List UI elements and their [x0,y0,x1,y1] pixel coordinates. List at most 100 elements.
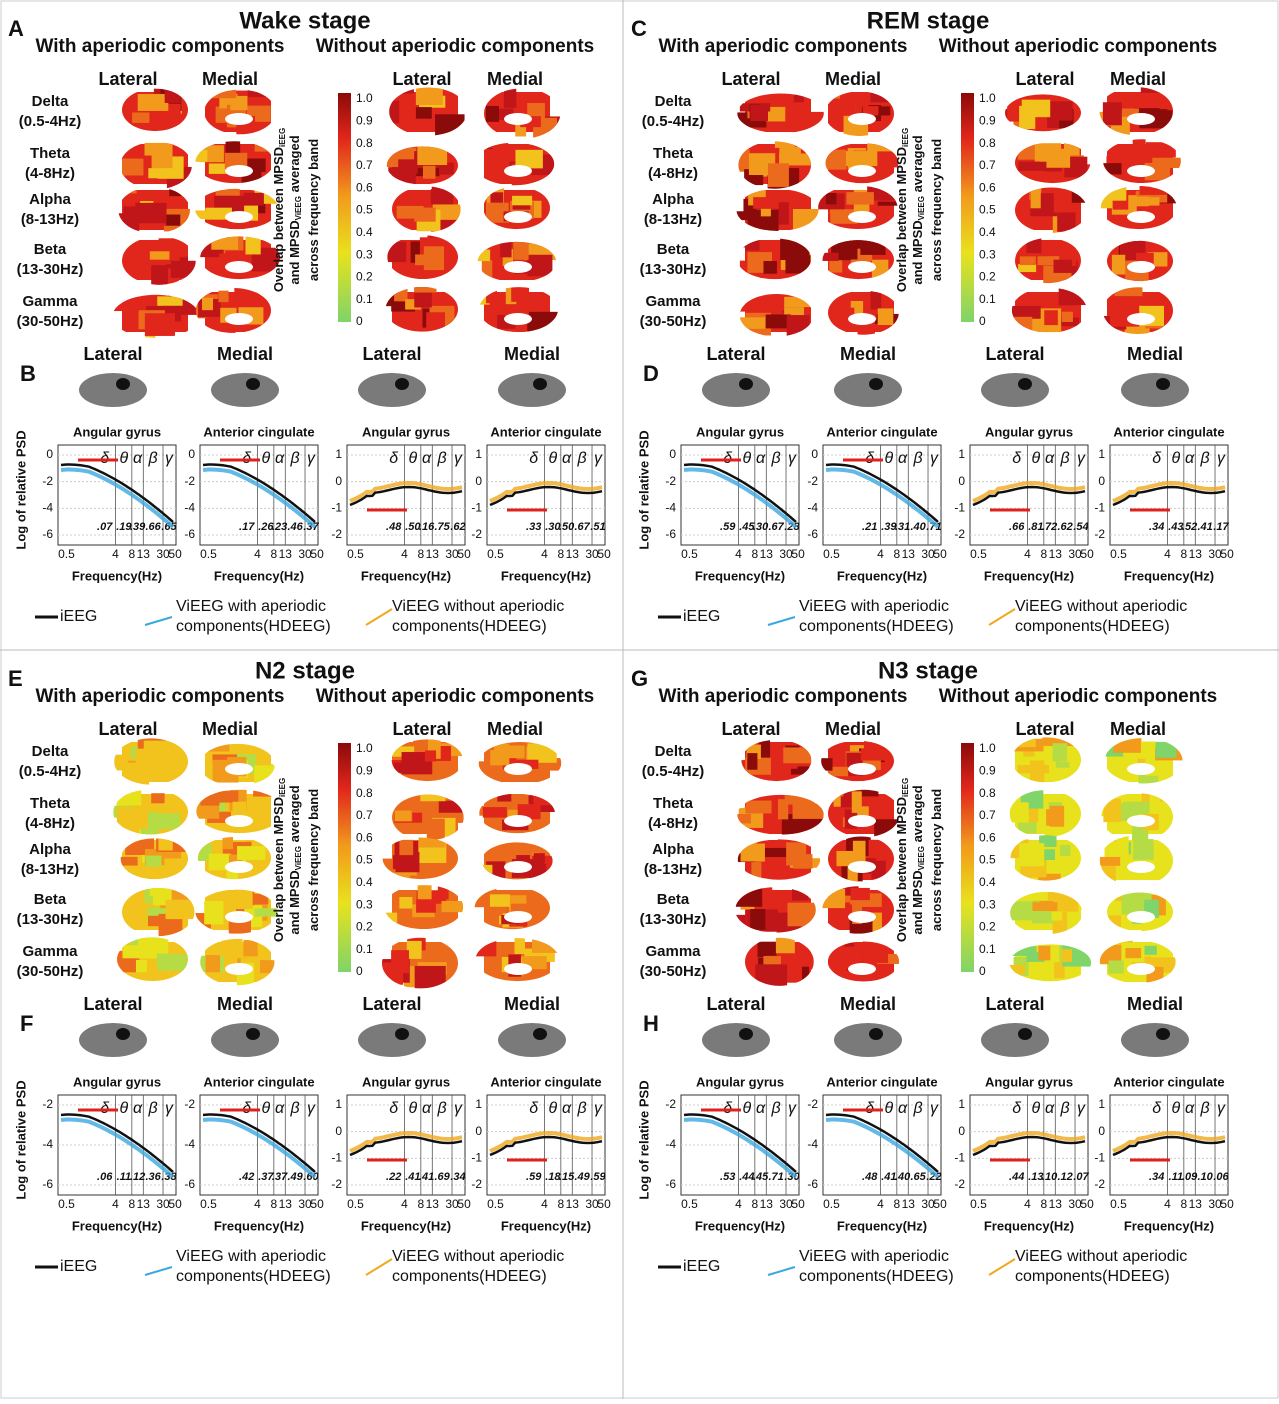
panel-letter: C [631,16,647,41]
view-label: Lateral [1015,719,1074,739]
trace [683,467,798,529]
band-symbol: β [577,1100,587,1117]
brain-map [478,742,562,785]
brain-patch [793,854,813,869]
band-symbol: γ [307,450,316,467]
brain-map [392,186,461,233]
band-name: Theta [653,795,694,812]
y-tick-label: -2 [807,1097,818,1111]
brain-patch [1013,316,1033,333]
brain-patch [384,912,398,929]
brain-patch [151,265,168,285]
legend-text: components(HDEEG) [392,618,547,635]
x-tick-label: 50 [457,547,471,561]
y-tick-label: -2 [331,1177,342,1191]
overlap-value: .34 [1149,1171,1164,1183]
brain-patch [254,908,278,917]
band-symbol: α [898,450,908,467]
overlap-value: .69 [434,1171,450,1183]
colorbar-tick: 0.9 [356,763,373,777]
overlap-value: .40 [910,521,926,533]
brain-patch [204,89,237,99]
y-tick-label: -6 [184,527,195,541]
brain-map [1009,790,1081,838]
brain-patch [164,214,181,226]
brain-patch [222,837,234,850]
plot-title: Angular gyrus [696,424,784,439]
colorbar-tick: 0.2 [356,920,373,934]
view-label: Medial [217,344,273,364]
brain-notch [504,261,532,273]
condition-title: Without aperiodic components [939,686,1218,707]
x-tick-label: 13 [137,1197,151,1211]
brain-patch [439,162,454,175]
trace [60,1113,174,1173]
y-tick-label: -2 [331,527,342,541]
x-tick-label: 4 [877,547,884,561]
view-label: Lateral [392,69,451,89]
x-tick-label: 30 [585,1197,599,1211]
y-tick-label: -2 [1094,1177,1105,1191]
brain-patch [420,794,446,802]
overlap-value: .15 [559,1171,575,1183]
overlap-value: .59 [590,1171,606,1183]
brain-map [1099,87,1173,136]
brain-patch [507,809,521,821]
brain-map [737,238,812,280]
condition-title: With aperiodic components [36,36,285,57]
overlap-value: .67 [768,521,784,533]
brain-patch [791,766,812,775]
brain-patch [157,296,183,306]
brain-patch [1132,139,1146,159]
label-part: averaged [287,785,302,846]
colorbar-tick: 0.8 [979,786,996,800]
brain-map [736,189,819,231]
brain-patch [1099,856,1121,866]
legend-swatch [988,1258,1016,1276]
colorbar-tick: 0.9 [356,113,373,127]
brain-gray [498,373,566,407]
view-label: Medial [825,719,881,739]
plot-box [199,1094,319,1196]
overlap-value: .45 [739,521,755,533]
view-label: Lateral [98,719,157,739]
brain-map [1099,940,1176,984]
x-tick-label: 0.5 [58,1197,75,1211]
view-label: Lateral [362,344,421,364]
x-tick-label: 13 [760,1197,774,1211]
brain-notch [504,113,532,125]
trace [1112,480,1226,503]
plot-title: Angular gyrus [985,424,1073,439]
brain-patch [169,242,180,263]
x-tick-label: 13 [426,547,440,561]
brain-notch [225,911,253,923]
x-tick-label: 0.5 [487,547,504,561]
brain-patch [860,240,886,255]
overlap-value: .39 [881,521,897,533]
brain-patch [753,197,779,209]
brain-patch [1059,844,1071,856]
x-tick-label: 50 [933,1197,947,1211]
brain-patch [405,299,422,310]
band-name: Gamma [22,943,78,960]
trace [1112,1130,1226,1153]
band-symbol: β [913,1100,923,1117]
brain-patch [1017,142,1038,160]
x-axis-label: Frequency(Hz) [1124,1218,1214,1233]
y-tick-label: -6 [807,1177,818,1191]
brain-patch [850,887,870,901]
brain-patch [1140,87,1163,93]
brain-patch [127,762,150,785]
x-tick-label: 8 [557,1197,564,1211]
brain-patch [490,192,504,204]
brain-patch [1145,197,1160,206]
y-tick-label: -4 [42,501,53,515]
brain-patch [397,908,413,929]
band-symbol: γ [788,450,797,467]
brain-patch [862,106,879,116]
brain-patch [1042,737,1074,747]
brain-patch [387,241,407,263]
brain-patch [1049,805,1065,827]
brain-map [1010,891,1083,935]
